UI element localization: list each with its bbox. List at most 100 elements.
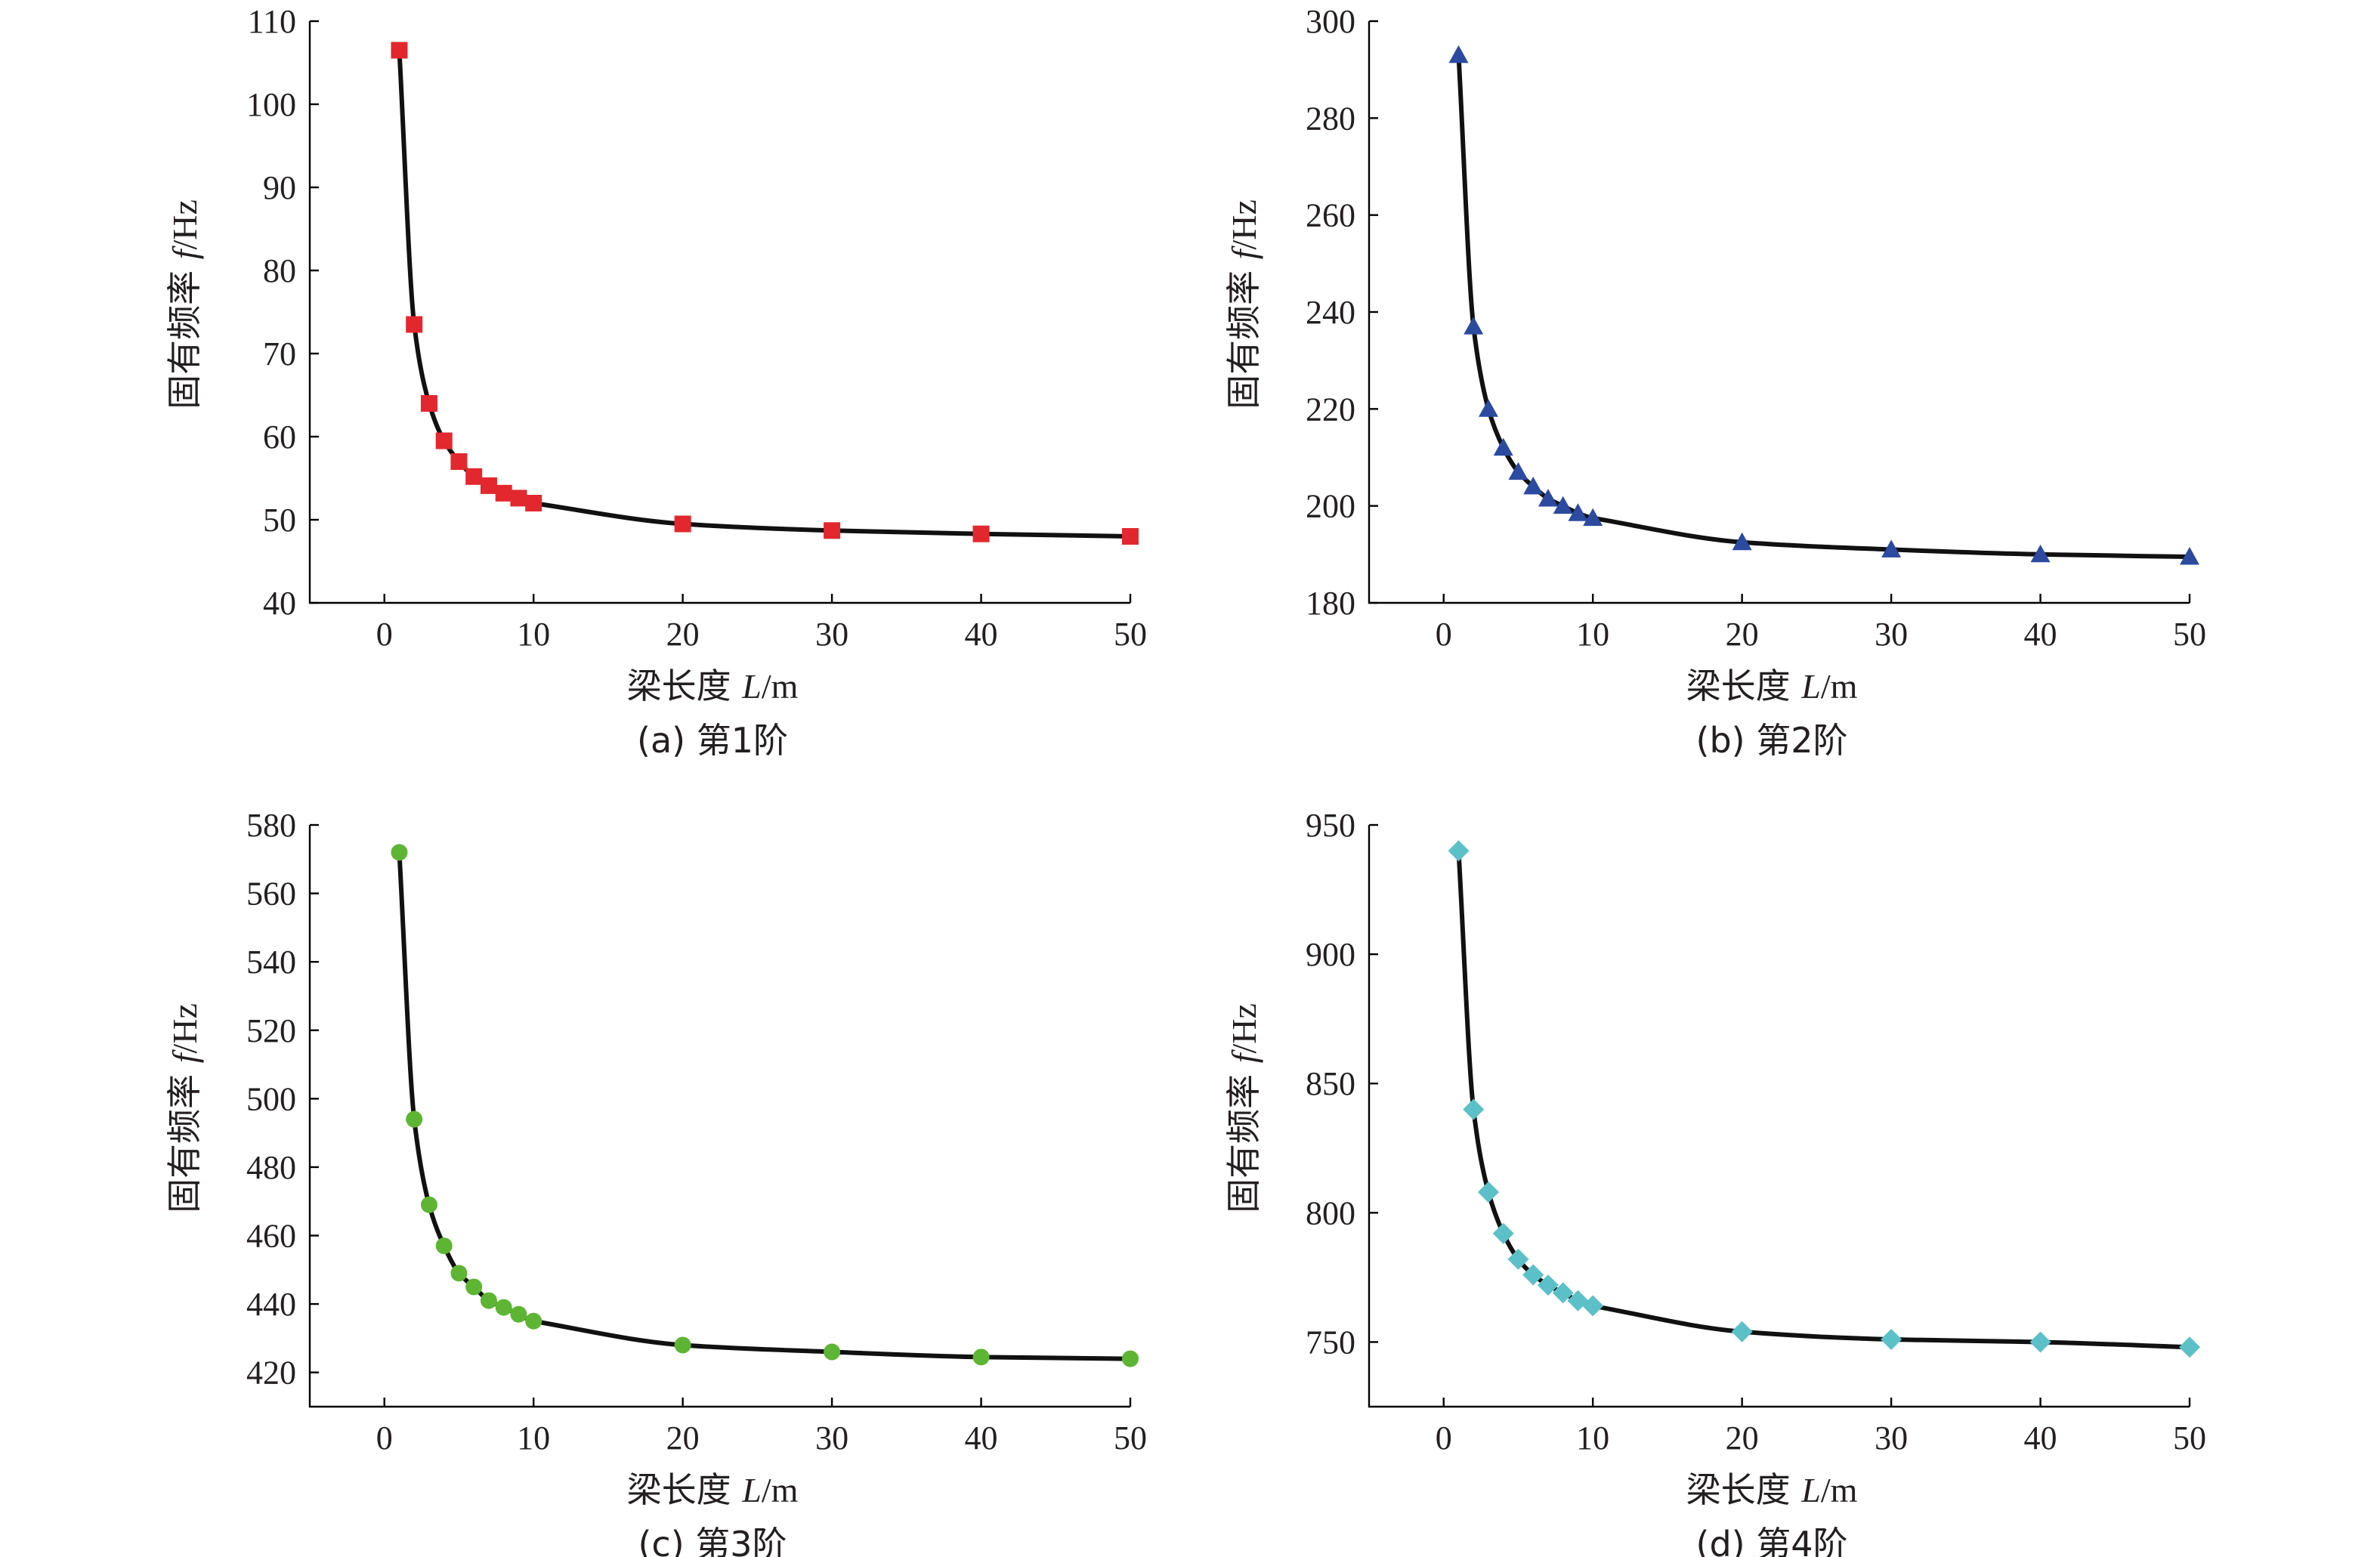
data-point xyxy=(2180,547,2199,565)
data-point xyxy=(1523,477,1544,495)
panel-caption: (c) 第3阶 xyxy=(638,1524,787,1557)
data-point xyxy=(480,1292,497,1309)
data-point xyxy=(420,395,437,412)
data-point xyxy=(1508,462,1528,480)
data-point xyxy=(674,515,691,533)
data-point xyxy=(972,1348,990,1366)
data-point xyxy=(450,1265,468,1282)
data-point xyxy=(824,1343,841,1361)
y-tick-label: 460 xyxy=(246,1218,296,1255)
axis-lines xyxy=(1368,21,2190,604)
data-point xyxy=(1881,1329,1902,1351)
y-tick-label: 90 xyxy=(263,169,296,206)
data-point xyxy=(465,468,483,485)
x-tick-label: 50 xyxy=(1114,1420,1147,1457)
x-tick-label: 20 xyxy=(1726,1420,1759,1457)
data-point xyxy=(525,1312,542,1330)
x-tick-label: 40 xyxy=(2024,616,2057,653)
data-point xyxy=(1478,399,1498,417)
x-axis-label: 梁长度 L/m xyxy=(627,666,799,706)
x-tick-label: 0 xyxy=(1436,616,1452,653)
y-tick-label: 40 xyxy=(263,585,296,622)
data-point xyxy=(420,1196,437,1213)
x-axis-label: 梁长度 L/m xyxy=(1686,1469,1858,1510)
data-point xyxy=(510,490,527,507)
y-tick-label: 200 xyxy=(1306,488,1355,525)
data-point xyxy=(1537,1274,1559,1296)
data-point xyxy=(1122,1350,1139,1367)
data-point xyxy=(435,1237,453,1255)
y-tick-label: 440 xyxy=(246,1286,296,1323)
y-axis-label: 固有频率 f/Hz xyxy=(1223,199,1264,409)
y-tick-label: 950 xyxy=(1306,807,1355,844)
data-point xyxy=(1881,539,1902,558)
series-line xyxy=(1456,52,2192,560)
data-point xyxy=(1477,1181,1499,1203)
y-tick-label: 850 xyxy=(1306,1065,1355,1102)
x-axis-label: 梁长度 L/m xyxy=(627,1469,799,1510)
y-tick-label: 750 xyxy=(1306,1324,1355,1361)
data-point xyxy=(1463,1098,1485,1120)
y-tick-label: 300 xyxy=(1306,3,1355,40)
x-tick-label: 40 xyxy=(2024,1420,2057,1457)
data-point xyxy=(1568,503,1588,521)
x-axis-label: 梁长度 L/m xyxy=(1686,666,1858,706)
x-tick-label: 50 xyxy=(2173,1420,2206,1457)
data-point xyxy=(1507,1248,1529,1270)
data-point xyxy=(1522,1264,1544,1286)
y-axis-label: 固有频率 f/Hz xyxy=(164,1003,205,1213)
data-point xyxy=(1731,1321,1753,1342)
x-tick-label: 10 xyxy=(1576,1420,1609,1457)
x-tick-label: 0 xyxy=(376,1420,393,1457)
series-line xyxy=(1456,848,2192,1350)
y-tick-label: 100 xyxy=(246,86,296,123)
data-point xyxy=(1464,317,1484,335)
data-point xyxy=(1492,1222,1514,1244)
panel-caption: (a) 第1阶 xyxy=(637,720,788,761)
x-tick-label: 30 xyxy=(815,616,848,653)
y-tick-label: 180 xyxy=(1306,585,1355,622)
x-tick-label: 50 xyxy=(2173,616,2206,653)
data-point xyxy=(495,1299,512,1316)
chart-panel-1: 40 50 60 70 80 90 100 110 0 10 20 30 40 50 梁长度 L/m 固有频率… xyxy=(164,3,1147,761)
x-tick-label: 10 xyxy=(517,616,550,653)
data-point xyxy=(1583,508,1603,527)
data-point xyxy=(1538,489,1558,507)
x-tick-label: 40 xyxy=(965,616,998,653)
x-tick-label: 10 xyxy=(517,1420,550,1457)
data-point xyxy=(435,432,453,449)
y-tick-label: 260 xyxy=(1306,197,1355,234)
y-tick-label: 900 xyxy=(1306,936,1355,973)
data-point xyxy=(1493,437,1513,456)
y-tick-label: 520 xyxy=(246,1012,296,1049)
data-point xyxy=(1448,840,1470,862)
x-tick-label: 30 xyxy=(1875,616,1908,653)
data-point xyxy=(450,453,468,470)
chart-panel-3: 420 440 460 480 500 520 540 560 580 0 10 20 30 40 50 梁长… xyxy=(164,807,1147,1557)
y-tick-label: 80 xyxy=(263,252,296,289)
y-tick-label: 420 xyxy=(246,1355,296,1392)
data-point xyxy=(525,495,542,511)
data-point xyxy=(2029,1331,2051,1353)
series-line xyxy=(397,48,1133,539)
x-tick-label: 20 xyxy=(666,616,700,653)
y-tick-label: 580 xyxy=(246,807,296,844)
x-tick-label: 30 xyxy=(1875,1420,1908,1457)
data-point xyxy=(972,525,990,542)
chart-panel-4: 750 800 850 900 950 0 10 20 30 40 50 梁长度 L/m 固有频率 f/… xyxy=(1223,807,2206,1557)
y-axis-label: 固有频率 f/Hz xyxy=(1223,1003,1264,1213)
y-tick-label: 560 xyxy=(246,876,296,913)
x-tick-label: 50 xyxy=(1114,616,1147,653)
panel-caption: (b) 第2阶 xyxy=(1696,720,1848,761)
data-point xyxy=(1122,528,1139,545)
y-tick-label: 500 xyxy=(246,1080,296,1117)
axis-lines xyxy=(308,21,1130,604)
y-tick-label: 220 xyxy=(1306,391,1355,428)
data-point xyxy=(465,1278,483,1296)
y-tick-label: 240 xyxy=(1306,294,1355,331)
data-point xyxy=(1582,1295,1604,1317)
panel-caption: (d) 第4阶 xyxy=(1696,1524,1848,1557)
y-tick-label: 50 xyxy=(263,502,296,539)
data-point xyxy=(1553,496,1573,514)
